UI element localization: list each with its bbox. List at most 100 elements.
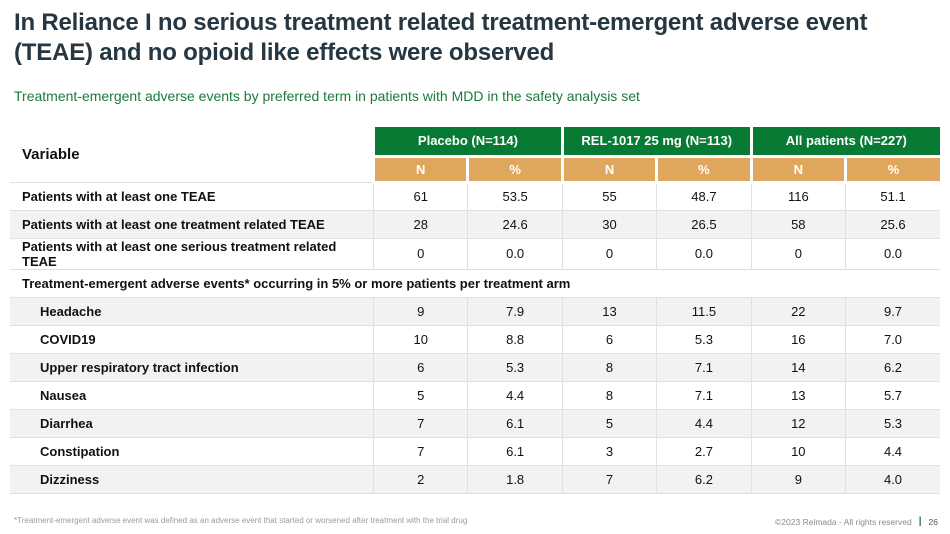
cell-value: 7.0: [845, 324, 940, 353]
variable-column-header: Variable: [10, 127, 374, 182]
row-label: Patients with at least one treatment rel…: [10, 209, 374, 238]
cell-value: 7.1: [656, 380, 752, 409]
cell-value: 2.7: [656, 436, 752, 465]
row-label: Constipation: [10, 436, 374, 465]
cell-value: 9.7: [845, 296, 940, 325]
cell-value: 0.0: [656, 237, 752, 269]
section-row: Treatment-emergent adverse events* occur…: [10, 268, 940, 297]
row-label: Headache: [10, 296, 374, 325]
column-subheader: %: [844, 156, 940, 184]
page-number: 26: [928, 516, 938, 527]
cell-value: 24.6: [467, 209, 563, 238]
cell-value: 6: [561, 324, 657, 353]
cell-value: 6.2: [845, 352, 940, 381]
cell-value: 4.4: [845, 436, 940, 465]
cell-value: 0.0: [845, 237, 940, 269]
cell-value: 6.1: [467, 436, 563, 465]
cell-value: 11.5: [656, 296, 752, 325]
cell-value: 9: [373, 296, 468, 325]
cell-value: 51.1: [845, 181, 940, 210]
cell-value: 53.5: [467, 181, 563, 210]
cell-value: 116: [750, 181, 846, 210]
cell-value: 30: [561, 209, 657, 238]
cell-value: 8: [561, 380, 657, 409]
table-row: Constipation 7 6.1 3 2.7 10 4.4: [10, 436, 940, 465]
slide-subtitle: Treatment-emergent adverse events by pre…: [14, 88, 640, 104]
cell-value: 7: [561, 464, 657, 494]
cell-value: 5.7: [845, 380, 940, 409]
column-group-header: Placebo (N=114): [372, 127, 563, 158]
cell-value: 4.0: [845, 464, 940, 494]
copyright-text: ©2023 Relmada - All rights reserved: [775, 516, 912, 527]
row-label: Diarrhea: [10, 408, 374, 437]
column-subheader: %: [466, 156, 563, 184]
cell-value: 10: [373, 324, 468, 353]
table-row: Headache 9 7.9 13 11.5 22 9.7: [10, 296, 940, 325]
cell-value: 5: [561, 408, 657, 437]
table-group-row: Variable Placebo (N=114) REL-1017 25 mg (…: [10, 127, 940, 182]
cell-value: 7.9: [467, 296, 563, 325]
row-label: COVID19: [10, 324, 374, 353]
cell-value: 0.0: [467, 237, 563, 269]
cell-value: 7: [373, 408, 468, 437]
cell-value: 0: [561, 237, 657, 269]
cell-value: 28: [373, 209, 468, 238]
cell-value: 55: [561, 181, 657, 210]
table-row: Nausea 5 4.4 8 7.1 13 5.7: [10, 380, 940, 409]
table-row: Patients with at least one TEAE 61 53.5 55 4…: [10, 181, 940, 210]
column-subheader: N: [372, 156, 468, 184]
adverse-events-table-container: Variable Placebo (N=114) REL-1017 25 mg (…: [10, 127, 940, 494]
section-header: Treatment-emergent adverse events* occur…: [10, 268, 940, 297]
cell-value: 6.1: [467, 408, 563, 437]
footer-copyright: ©2023 Relmada - All rights reserved | 26: [775, 516, 938, 527]
cell-value: 8: [561, 352, 657, 381]
cell-value: 12: [750, 408, 846, 437]
cell-value: 5.3: [845, 408, 940, 437]
cell-value: 4.4: [467, 380, 563, 409]
table-row: Upper respiratory tract infection 6 5.3 8 7.…: [10, 352, 940, 381]
row-label: Upper respiratory tract infection: [10, 352, 374, 381]
cell-value: 13: [750, 380, 846, 409]
row-label: Dizziness: [10, 464, 374, 494]
slide-title: In Reliance I no serious treatment relat…: [14, 9, 868, 67]
cell-value: 9: [750, 464, 846, 494]
cell-value: 6: [373, 352, 468, 381]
cell-value: 2: [373, 464, 468, 494]
column-subheader: %: [655, 156, 752, 184]
cell-value: 7.1: [656, 352, 752, 381]
cell-value: 4.4: [656, 408, 752, 437]
cell-value: 58: [750, 209, 846, 238]
table-row: Patients with at least one serious treat…: [10, 237, 940, 269]
footnote-text: *Treatment-emergent adverse event was de…: [14, 516, 468, 525]
cell-value: 16: [750, 324, 846, 353]
row-label: Patients with at least one serious treat…: [10, 237, 374, 269]
cell-value: 0: [373, 237, 468, 269]
cell-value: 22: [750, 296, 846, 325]
cell-value: 26.5: [656, 209, 752, 238]
table-body: Patients with at least one TEAE 61 53.5 55 4…: [10, 181, 940, 494]
cell-value: 6.2: [656, 464, 752, 494]
table-row: Dizziness 2 1.8 7 6.2 9 4.0: [10, 464, 940, 494]
cell-value: 13: [561, 296, 657, 325]
cell-value: 3: [561, 436, 657, 465]
cell-value: 8.8: [467, 324, 563, 353]
table-row: Patients with at least one treatment rel…: [10, 209, 940, 238]
column-subheader: N: [749, 156, 846, 184]
cell-value: 5: [373, 380, 468, 409]
footer-separator: |: [918, 516, 922, 527]
column-subheader: N: [560, 156, 657, 184]
table-row: Diarrhea 7 6.1 5 4.4 12 5.3: [10, 408, 940, 437]
table-subheader-row: N% N% N%: [10, 156, 940, 184]
cell-value: 14: [750, 352, 846, 381]
row-label: Patients with at least one TEAE: [10, 181, 374, 210]
cell-value: 10: [750, 436, 846, 465]
cell-value: 61: [373, 181, 468, 210]
table-row: COVID19 10 8.8 6 5.3 16 7.0: [10, 324, 940, 353]
column-group-header: REL-1017 25 mg (N=113): [560, 127, 752, 158]
row-label: Nausea: [10, 380, 374, 409]
cell-value: 48.7: [656, 181, 752, 210]
cell-value: 5.3: [467, 352, 563, 381]
cell-value: 5.3: [656, 324, 752, 353]
cell-value: 1.8: [467, 464, 563, 494]
